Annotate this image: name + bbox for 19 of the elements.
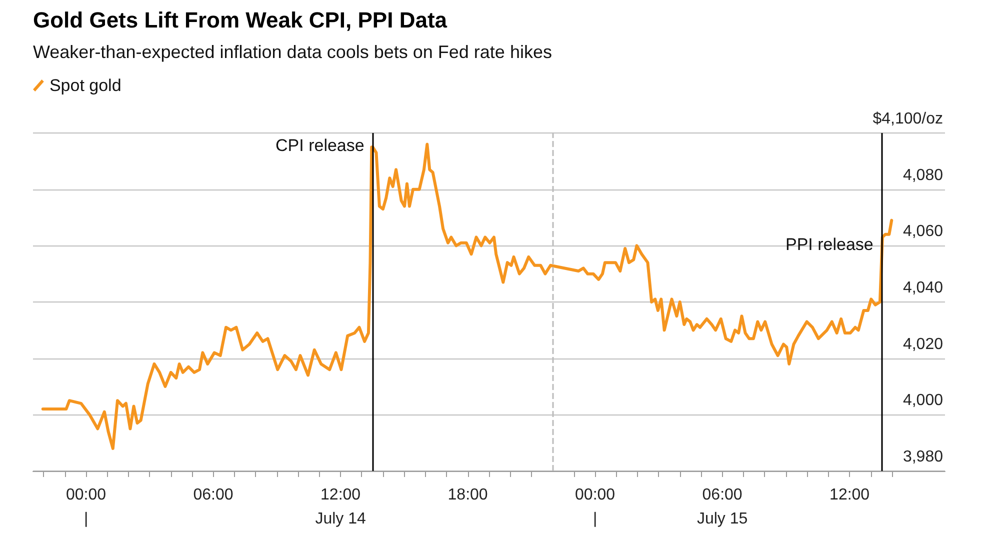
x-tick-label: 12:00	[830, 486, 870, 504]
y-tick-label: 4,000	[902, 392, 944, 410]
x-tick-label: 12:00 July 14	[315, 486, 366, 528]
x-tick-label: 06:00 July 15	[696, 486, 748, 528]
chart-subtitle: Weaker-than-expected inflation data cools bets on Fed rate hikes	[33, 42, 552, 62]
x-tick-label: 00:00 |	[575, 486, 616, 528]
y-tick-label: $4,100/oz	[872, 110, 943, 128]
x-tick-label: 06:00	[193, 486, 234, 504]
ref-line-label: PPI release	[785, 235, 874, 254]
y-tick-label: 4,080	[902, 166, 944, 184]
ref-line-label: CPI release	[276, 136, 364, 155]
y-tick-label: 3,980	[902, 448, 944, 466]
y-tick-label: 4,060	[902, 223, 944, 240]
chart-title: Gold Gets Lift From Weak CPI, PPI Data	[33, 8, 448, 32]
legend-label: Spot gold	[49, 76, 122, 95]
x-tick-label: 18:00	[448, 486, 488, 504]
y-tick-label: 4,040	[902, 280, 944, 296]
y-tick-label: 4,020	[902, 336, 944, 353]
x-tick-label: 00:00 |	[66, 486, 106, 528]
